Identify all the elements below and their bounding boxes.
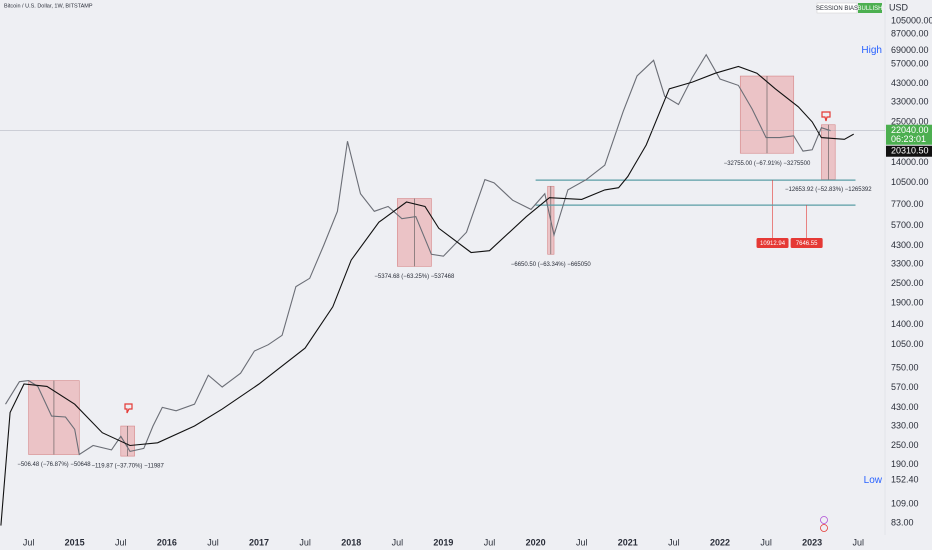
drawdown-label: −5374.68 (−63.25%) −537468 (374, 274, 455, 280)
y-tick-label: 3300.00 (891, 259, 924, 269)
y-tick-label: 109.00 (891, 498, 919, 508)
ma-price-tag (886, 145, 932, 157)
currency: USD (889, 2, 909, 12)
drawdown-label: −506.48 (−76.87%) −50648 (17, 462, 91, 468)
x-tick-label: 2018 (341, 537, 361, 547)
level-tag (756, 238, 789, 248)
drawdown-label: −12653.92 (−52.83%) −1265392 (785, 187, 872, 193)
extreme-name: Low (864, 475, 883, 486)
ma-price-label: 20310.50 (891, 146, 929, 156)
event-icon (820, 516, 828, 524)
last-price-label: 22040.00 (891, 125, 929, 135)
x-tick-label: Jul (207, 537, 219, 547)
button-label[interactable]: SESSION BIAS (816, 6, 858, 12)
x-tick-label: Jul (760, 537, 772, 547)
y-tick-label: 4300.00 (891, 240, 924, 250)
chart-title: Bitcoin / U.S. Dollar, 1W, BITSTAMP (4, 3, 93, 9)
signal-icon (821, 111, 831, 122)
x-tick-label: 2023 (802, 537, 822, 547)
x-tick-label: Jul (23, 537, 35, 547)
bullish-button[interactable] (858, 3, 882, 13)
extreme-label: 69000.00 (891, 45, 929, 55)
y-tick-label: 430.00 (891, 402, 919, 412)
countdown: 06:23:01 (891, 134, 926, 144)
session-bias-button[interactable] (816, 2, 858, 14)
y-tick-label: 1400.00 (891, 319, 924, 329)
y-tick-label: 43000.00 (891, 78, 929, 88)
y-tick-label: 5700.00 (891, 220, 924, 230)
y-tick-label: 7700.00 (891, 199, 924, 209)
x-tick-label: Jul (576, 537, 588, 547)
last-price-tag (886, 124, 932, 145)
x-tick-label: Jul (484, 537, 496, 547)
y-tick-label: 1050.00 (891, 339, 924, 349)
x-tick-label: 2021 (618, 537, 638, 547)
level-tag (790, 238, 823, 248)
event-icon (820, 524, 828, 532)
y-tick-label: 25000.00 (891, 116, 929, 126)
y-tick-label: 250.00 (891, 440, 919, 450)
y-tick-label: 33000.00 (891, 97, 929, 107)
y-tick-label: 87000.00 (891, 29, 929, 39)
y-tick-label: 190.00 (891, 459, 919, 469)
y-tick-label: 57000.00 (891, 58, 929, 68)
drawdown-label: −6650.50 (−63.34%) −665050 (511, 262, 592, 268)
signal-icon (124, 403, 133, 414)
y-tick-label: 1900.00 (891, 297, 924, 307)
x-tick-label: 2017 (249, 537, 269, 547)
y-tick-label: 105000.00 (891, 15, 932, 25)
drawdown-label: −119.87 (−37.70%) −11987 (92, 464, 165, 470)
x-tick-label: 2020 (526, 537, 546, 547)
y-tick-label: 330.00 (891, 420, 919, 430)
y-tick-label: 570.00 (891, 382, 919, 392)
x-tick-label: Jul (853, 537, 865, 547)
x-tick-label: 2016 (157, 537, 177, 547)
x-tick-label: Jul (392, 537, 404, 547)
y-tick-label: 750.00 (891, 363, 919, 373)
y-tick-label: 10500.00 (891, 177, 929, 187)
x-tick-label: 2015 (65, 537, 85, 547)
moving-average (0, 65, 854, 526)
extreme-label: 152.40 (891, 475, 919, 485)
extreme-name: High (861, 45, 882, 56)
y-tick-label: 2500.00 (891, 278, 924, 288)
x-tick-label: Jul (299, 537, 311, 547)
x-tick-label: 2019 (433, 537, 453, 547)
level-tag-label: 7646.55 (796, 241, 818, 247)
y-tick-label: 14000.00 (891, 157, 929, 167)
price-line (5, 53, 831, 456)
x-tick-label: Jul (115, 537, 127, 547)
x-tick-label: 2022 (710, 537, 730, 547)
button-label[interactable]: BULLISH (857, 6, 882, 12)
y-tick-label: 83.00 (891, 517, 914, 527)
level-tag-label: 10912.94 (760, 241, 786, 247)
drawdown-label: −32755.00 (−67.91%) −3275500 (724, 161, 811, 167)
x-tick-label: Jul (668, 537, 680, 547)
